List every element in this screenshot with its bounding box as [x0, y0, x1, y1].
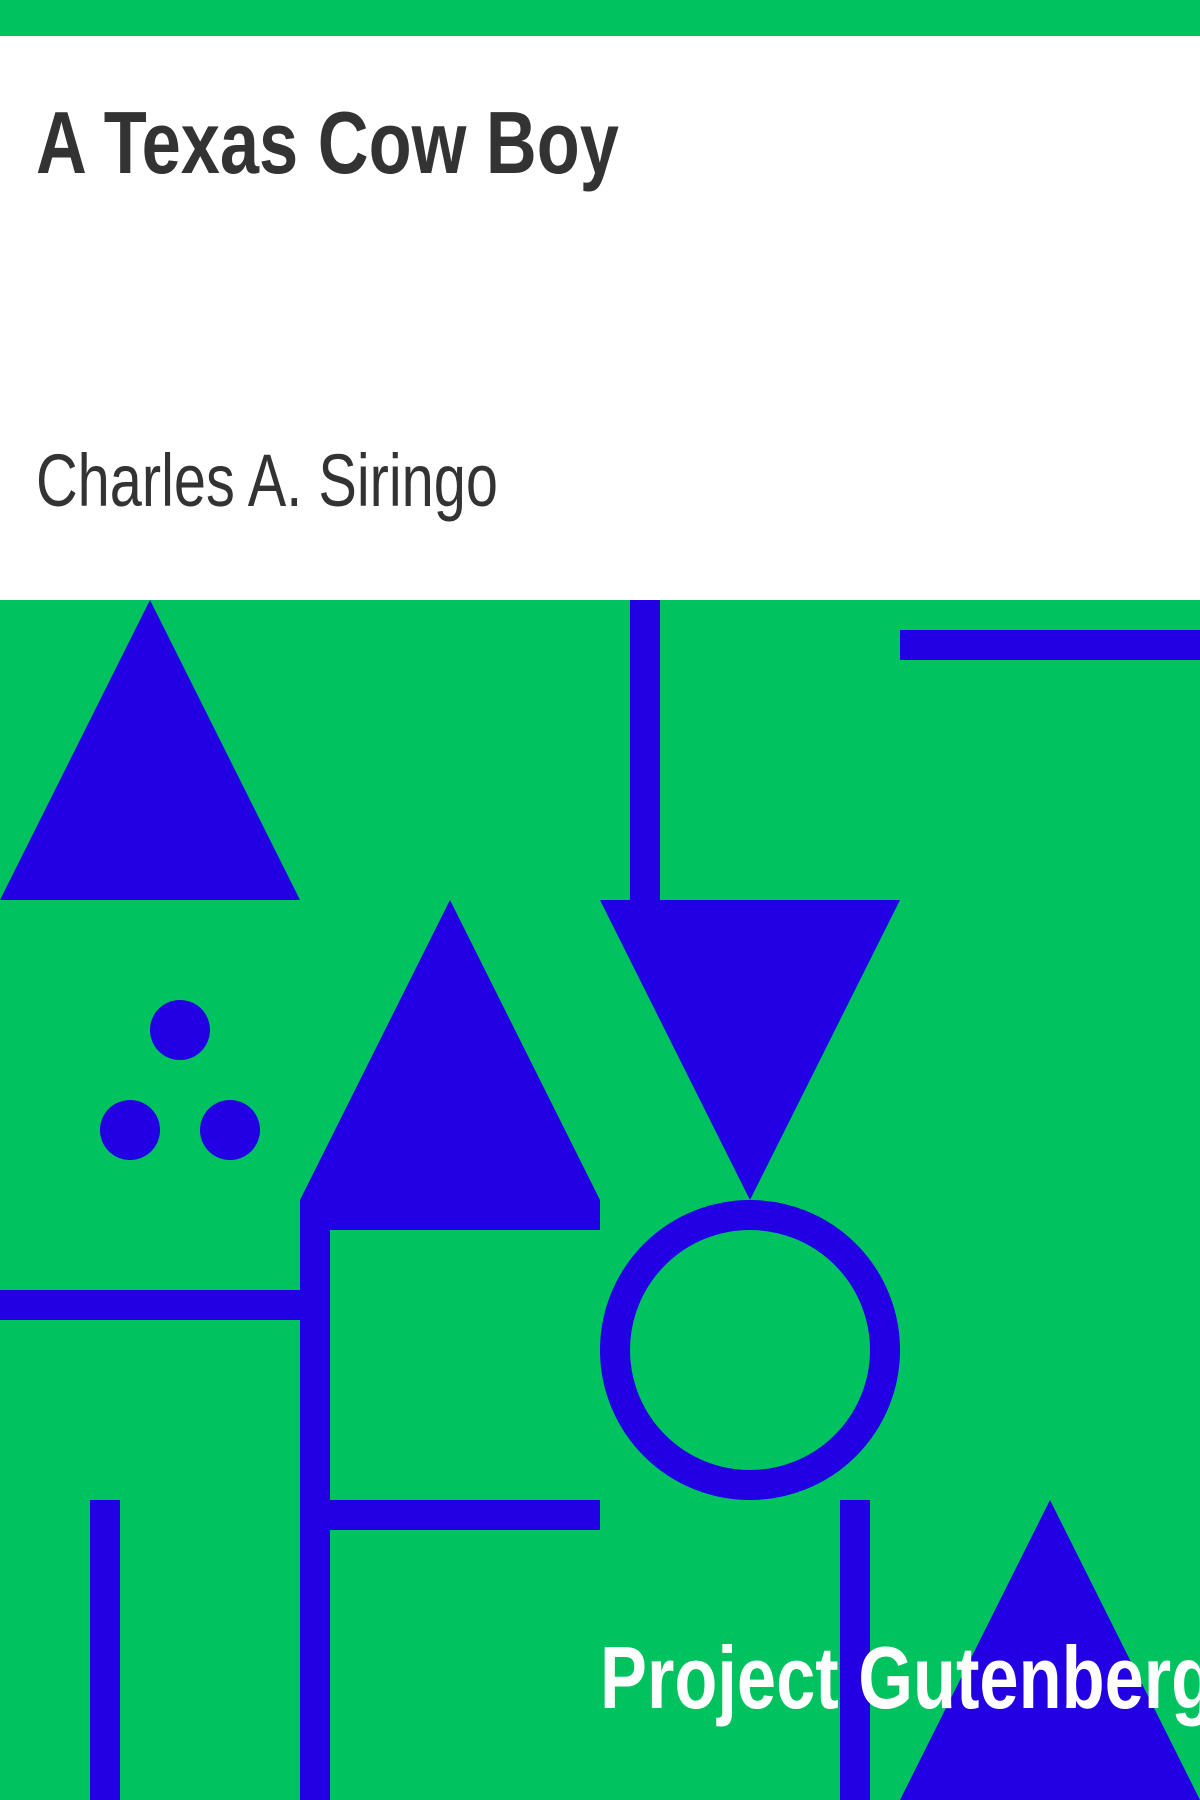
vertical-bar-bottom-right: [840, 1500, 870, 1800]
vertical-bar-top: [630, 600, 660, 900]
triangle-up-middle: [300, 900, 600, 1230]
horizontal-bar-left: [0, 1290, 300, 1320]
dot-bottom-right: [200, 1100, 260, 1160]
book-title: A Texas Cow Boy: [36, 93, 619, 192]
horizontal-bar-bottom: [330, 1500, 600, 1530]
triangle-down-center: [600, 900, 900, 1200]
vertical-bar-long: [300, 1200, 330, 1800]
triangle-up-top-left: [0, 600, 300, 900]
publisher-name: Project Gutenberg: [600, 1628, 1200, 1727]
cover-artwork: [0, 600, 1200, 1800]
horizontal-bar-top-right: [900, 630, 1200, 660]
dot-bottom-left: [100, 1100, 160, 1160]
dot-top: [150, 1000, 210, 1060]
ring-circle: [600, 1200, 900, 1500]
vertical-bar-bottom-left: [90, 1500, 120, 1800]
top-color-strip: [0, 0, 1200, 36]
triangle-up-bottom-right: [900, 1500, 1200, 1800]
book-author: Charles A. Siringo: [36, 439, 498, 522]
